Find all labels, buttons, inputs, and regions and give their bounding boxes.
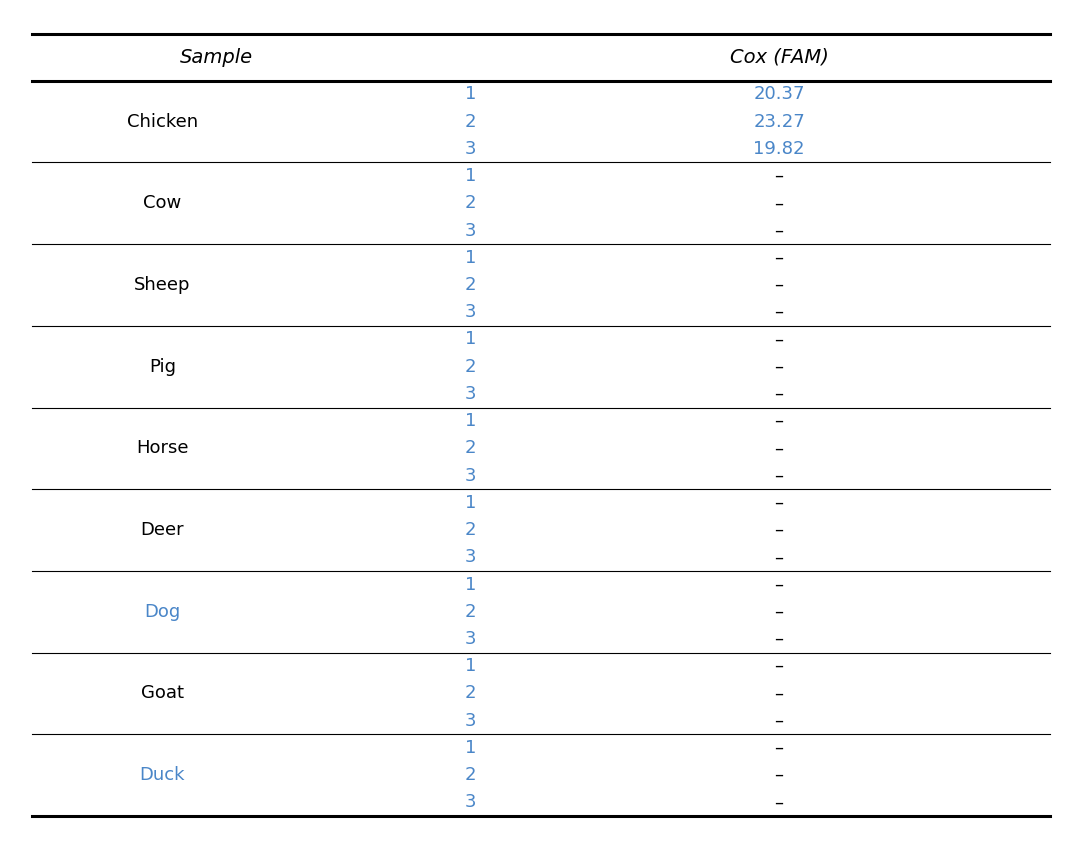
Text: –: –: [775, 276, 783, 294]
Text: Cox (FAM): Cox (FAM): [729, 48, 829, 67]
Text: –: –: [775, 548, 783, 566]
Text: 3: 3: [465, 385, 476, 403]
Text: Goat: Goat: [141, 684, 184, 702]
Text: Sample: Sample: [180, 48, 253, 67]
Text: –: –: [775, 793, 783, 812]
Text: –: –: [775, 167, 783, 185]
Text: 1: 1: [465, 657, 476, 675]
Text: –: –: [775, 494, 783, 512]
Text: 1: 1: [465, 739, 476, 756]
Text: Chicken: Chicken: [127, 112, 198, 131]
Text: Cow: Cow: [143, 195, 182, 212]
Text: –: –: [775, 521, 783, 539]
Text: Deer: Deer: [141, 521, 184, 539]
Text: Dog: Dog: [144, 603, 181, 620]
Text: 2: 2: [465, 603, 476, 620]
Text: –: –: [775, 249, 783, 267]
Text: –: –: [775, 385, 783, 403]
Text: –: –: [775, 222, 783, 240]
Text: –: –: [775, 439, 783, 457]
Text: Horse: Horse: [136, 439, 188, 457]
Text: –: –: [775, 630, 783, 648]
Text: –: –: [775, 358, 783, 376]
Text: Sheep: Sheep: [134, 276, 190, 294]
Text: 1: 1: [465, 249, 476, 267]
Text: 23.27: 23.27: [753, 112, 805, 131]
Text: –: –: [775, 303, 783, 321]
Text: 3: 3: [465, 303, 476, 321]
Text: –: –: [775, 657, 783, 675]
Text: 19.82: 19.82: [753, 140, 805, 158]
Text: 1: 1: [465, 494, 476, 512]
Text: 2: 2: [465, 439, 476, 457]
Text: 2: 2: [465, 276, 476, 294]
Text: –: –: [775, 739, 783, 756]
Text: 1: 1: [465, 412, 476, 430]
Text: 1: 1: [465, 85, 476, 104]
Text: –: –: [775, 195, 783, 212]
Text: 2: 2: [465, 766, 476, 785]
Text: Pig: Pig: [149, 358, 175, 376]
Text: Duck: Duck: [140, 766, 185, 785]
Text: –: –: [775, 575, 783, 593]
Text: 2: 2: [465, 195, 476, 212]
Text: 2: 2: [465, 112, 476, 131]
Text: 3: 3: [465, 630, 476, 648]
Text: –: –: [775, 684, 783, 702]
Text: 1: 1: [465, 331, 476, 348]
Text: 1: 1: [465, 575, 476, 593]
Text: 1: 1: [465, 167, 476, 185]
Text: –: –: [775, 603, 783, 620]
Text: 20.37: 20.37: [753, 85, 805, 104]
Text: –: –: [775, 711, 783, 729]
Text: 3: 3: [465, 467, 476, 484]
Text: –: –: [775, 412, 783, 430]
Text: –: –: [775, 766, 783, 785]
Text: 3: 3: [465, 140, 476, 158]
Text: 3: 3: [465, 548, 476, 566]
Text: 3: 3: [465, 711, 476, 729]
Text: 2: 2: [465, 684, 476, 702]
Text: 3: 3: [465, 793, 476, 812]
Text: 3: 3: [465, 222, 476, 240]
Text: –: –: [775, 331, 783, 348]
Text: 2: 2: [465, 358, 476, 376]
Text: –: –: [775, 467, 783, 484]
Text: 2: 2: [465, 521, 476, 539]
